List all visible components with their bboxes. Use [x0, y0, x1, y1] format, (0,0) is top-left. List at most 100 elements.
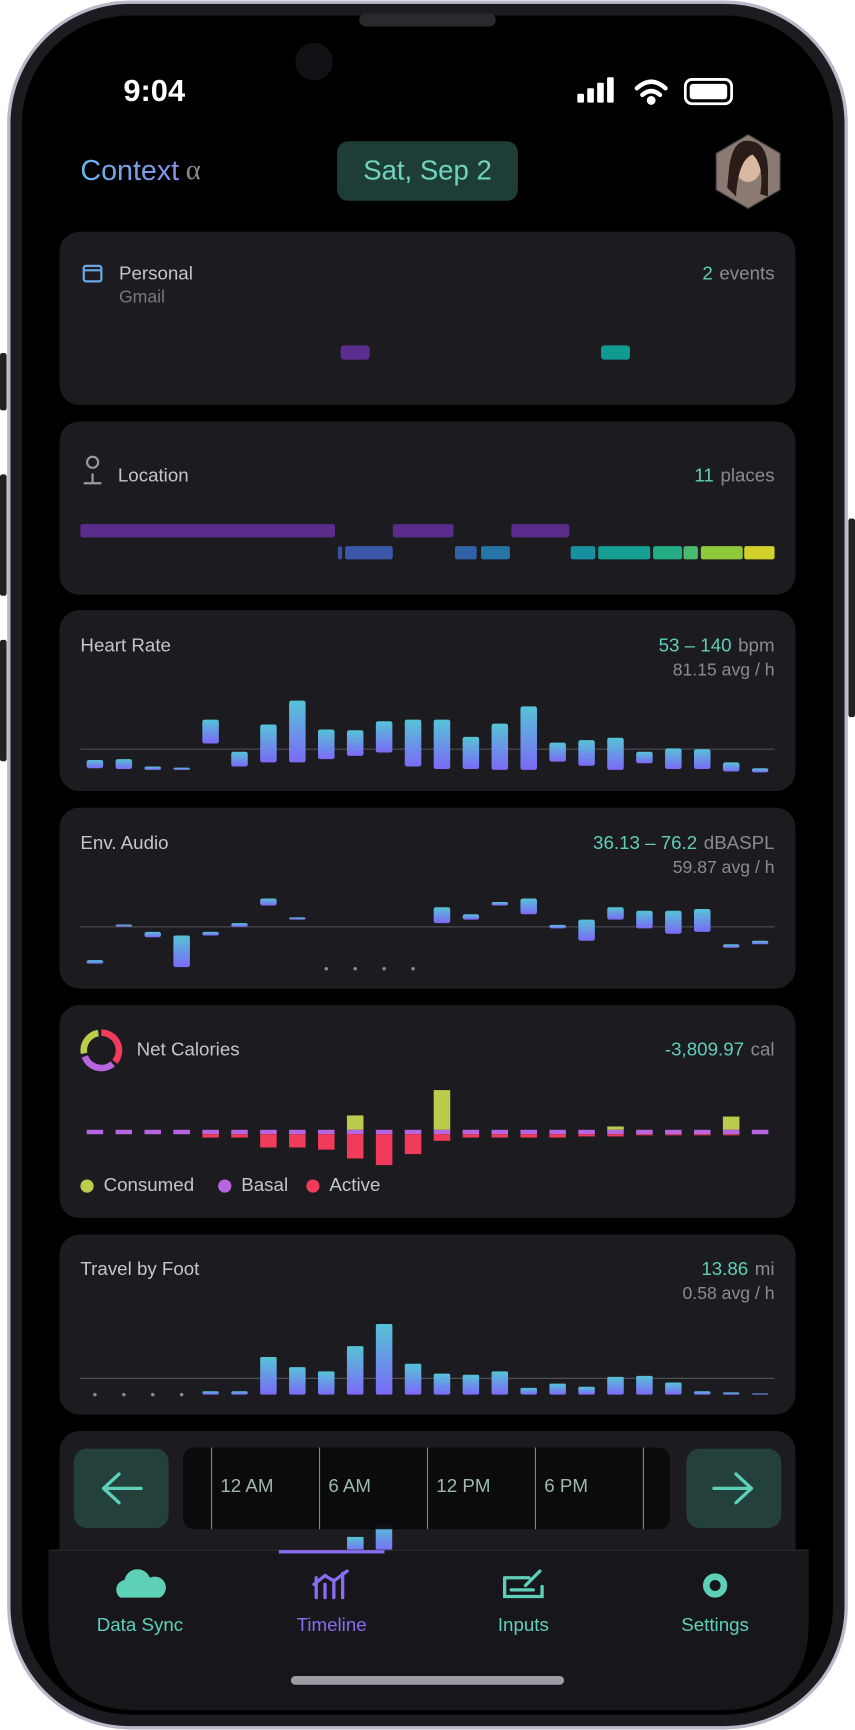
nav-arrow[interactable]	[101, 1472, 143, 1505]
basal-segment	[636, 1129, 653, 1135]
range-bar	[202, 719, 219, 744]
active-segment	[202, 1134, 219, 1138]
event-block	[340, 345, 370, 360]
app-version: α	[186, 154, 201, 186]
range-bar	[520, 898, 537, 915]
no-data-dot	[93, 1392, 97, 1397]
distance-bar	[375, 1323, 393, 1395]
active-segment	[722, 1134, 740, 1136]
range-bar	[462, 914, 480, 920]
tab-icon[interactable]	[116, 1569, 166, 1598]
active-segment	[491, 1134, 509, 1138]
active-segment	[346, 1134, 364, 1159]
tab-label[interactable]: Inputs	[498, 1614, 549, 1635]
tab-label[interactable]: Settings	[681, 1614, 749, 1635]
legend-swatch	[306, 1179, 320, 1193]
place-segment	[392, 524, 454, 538]
range-bar	[202, 931, 219, 936]
range-bar	[144, 931, 162, 938]
range-bar	[578, 919, 595, 941]
range-bar	[722, 944, 740, 948]
stat-value: -3,809.97	[665, 1038, 744, 1059]
stat-unit: bpm	[738, 634, 774, 655]
no-data-dot	[324, 966, 329, 971]
active-segment	[404, 1134, 422, 1155]
date-label[interactable]: Sat, Sep 2	[363, 154, 492, 185]
stat-unit: places	[720, 465, 774, 486]
basal-segment	[173, 1129, 190, 1135]
distance-bar	[433, 1373, 451, 1395]
stat-value: 13.86	[701, 1258, 748, 1279]
tab-bar	[48, 1550, 809, 1711]
calories-icon	[80, 1029, 100, 1054]
app-title: Context α	[80, 154, 200, 187]
distance-bar	[693, 1391, 711, 1395]
distance-bar	[636, 1375, 653, 1395]
active-segment	[260, 1134, 277, 1148]
distance-bar	[549, 1383, 566, 1395]
stat-value: 11	[694, 465, 713, 486]
place-segment	[337, 546, 343, 560]
distance-bar	[462, 1374, 480, 1395]
range-bar	[693, 909, 711, 932]
card-stat: 36.13 – 76.2 dBASPL	[593, 832, 775, 853]
calories-icon	[81, 1054, 115, 1072]
distance-bar	[231, 1391, 248, 1395]
legend-swatch	[218, 1179, 232, 1193]
active-segment	[289, 1134, 306, 1148]
tab-indicator	[278, 1550, 385, 1554]
card-stat: 53 – 140 bpm	[659, 634, 775, 655]
place-segment	[700, 546, 743, 560]
basal-segment	[520, 1129, 537, 1135]
distance-bar	[491, 1371, 509, 1395]
tab-icon[interactable]	[703, 1573, 728, 1598]
basal-segment	[346, 1129, 364, 1135]
time-label: 12 AM	[220, 1475, 273, 1496]
active-segment	[607, 1134, 624, 1137]
range-bar	[520, 706, 537, 770]
event-block	[601, 345, 630, 360]
place-segment	[570, 546, 596, 560]
legend-label: Basal	[241, 1174, 288, 1195]
side-button	[0, 474, 7, 596]
location-icon	[83, 455, 102, 485]
basal-segment	[375, 1129, 393, 1135]
basal-segment	[115, 1129, 133, 1135]
range-bar	[260, 724, 277, 763]
tab-label[interactable]: Timeline	[297, 1614, 367, 1635]
range-bar	[375, 721, 393, 753]
range-bar	[549, 924, 566, 929]
range-bar	[231, 751, 248, 767]
stat-value: 2	[702, 263, 712, 284]
status-time: 9:04	[123, 73, 185, 108]
card-title: Location	[118, 465, 189, 486]
place-segment	[481, 546, 510, 560]
date-pill[interactable]	[337, 141, 518, 201]
range-bar	[115, 924, 133, 927]
stat-unit: mi	[755, 1258, 775, 1279]
range-bar	[636, 751, 653, 764]
range-bar	[607, 907, 624, 920]
card	[59, 1234, 796, 1415]
nav-arrow[interactable]	[712, 1472, 754, 1505]
tab-icon[interactable]	[312, 1569, 349, 1600]
range-bar	[751, 768, 769, 773]
basal-segment	[260, 1129, 277, 1135]
tab-icon[interactable]	[502, 1569, 544, 1599]
distance-bar	[202, 1391, 219, 1395]
camera	[295, 43, 333, 81]
card-stat: 2 events	[702, 263, 774, 284]
stat-unit: events	[719, 263, 774, 284]
hidden-bar	[347, 1536, 364, 1553]
tab-label[interactable]: Data Sync	[97, 1614, 183, 1635]
range-bar	[693, 749, 711, 770]
place-segment	[345, 546, 393, 560]
legend-label: Active	[329, 1174, 380, 1195]
battery-level	[689, 83, 728, 100]
distance-bar	[404, 1363, 422, 1395]
time-scrubber[interactable]	[182, 1447, 670, 1530]
place-segment	[511, 524, 570, 538]
hidden-bar	[375, 1524, 393, 1553]
range-bar	[751, 940, 769, 945]
no-data-dot	[122, 1392, 126, 1397]
